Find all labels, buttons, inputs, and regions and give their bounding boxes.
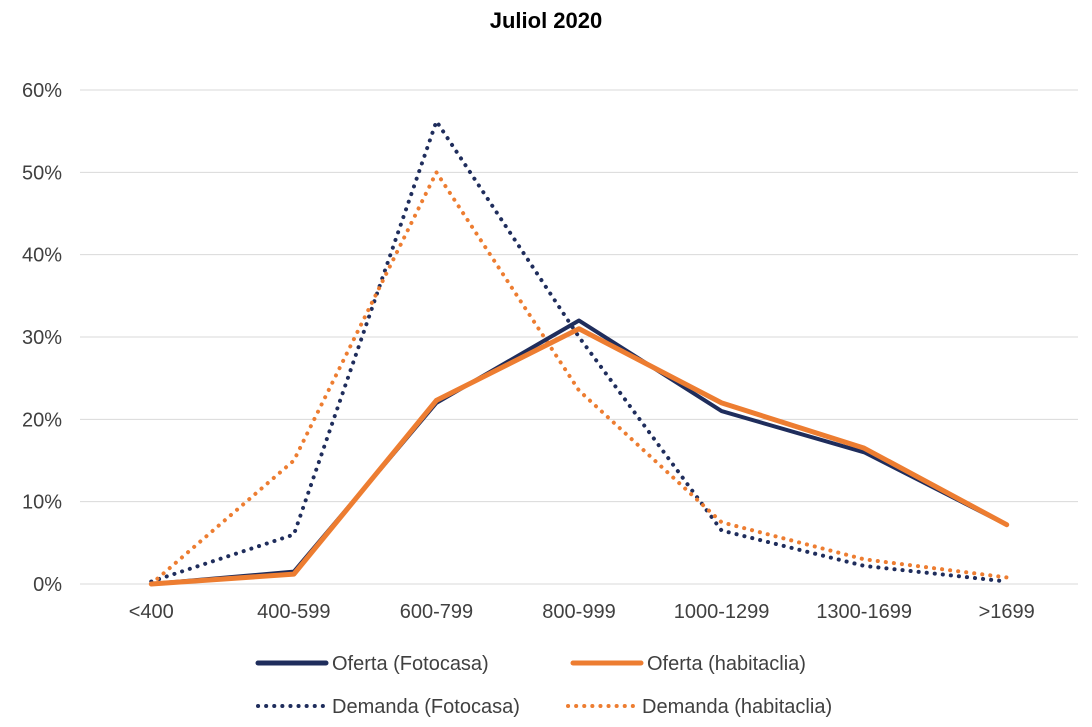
x-tick-label: >1699	[979, 601, 1035, 623]
y-tick-label: 20%	[22, 409, 62, 431]
legend-label: Demanda (habitaclia)	[642, 696, 832, 718]
series-line-3	[149, 170, 1009, 586]
y-tick-label: 0%	[33, 574, 62, 596]
series-line-0	[149, 318, 1009, 586]
x-tick-label: 1300-1699	[816, 601, 912, 623]
y-tick-label: 50%	[22, 162, 62, 184]
series-line-1	[148, 326, 1010, 587]
legend-label: Oferta (Fotocasa)	[332, 653, 489, 675]
gridlines	[80, 89, 1078, 585]
chart-title: Juliol 2020	[490, 8, 603, 33]
y-tick-label: 60%	[22, 80, 62, 102]
x-tick-label: 800-999	[542, 601, 615, 623]
y-axis-ticks: 0% 10% 20% 30% 40% 50% 60%	[22, 80, 62, 596]
legend: Oferta (Fotocasa) Oferta (habitaclia) Dema…	[255, 653, 832, 718]
legend-label: Oferta (habitaclia)	[647, 653, 806, 675]
x-tick-label: 400-599	[257, 601, 330, 623]
x-axis-ticks: <400 400-599 600-799 800-999 1000-1299 1300-1…	[129, 601, 1035, 623]
series-lines	[148, 119, 1010, 587]
y-tick-label: 40%	[22, 245, 62, 267]
x-tick-label: 1000-1299	[674, 601, 770, 623]
y-tick-label: 10%	[22, 492, 62, 514]
x-tick-label: <400	[129, 601, 174, 623]
legend-label: Demanda (Fotocasa)	[332, 696, 520, 718]
series-line-2	[149, 119, 1009, 584]
y-tick-label: 30%	[22, 327, 62, 349]
x-tick-label: 600-799	[400, 601, 473, 623]
